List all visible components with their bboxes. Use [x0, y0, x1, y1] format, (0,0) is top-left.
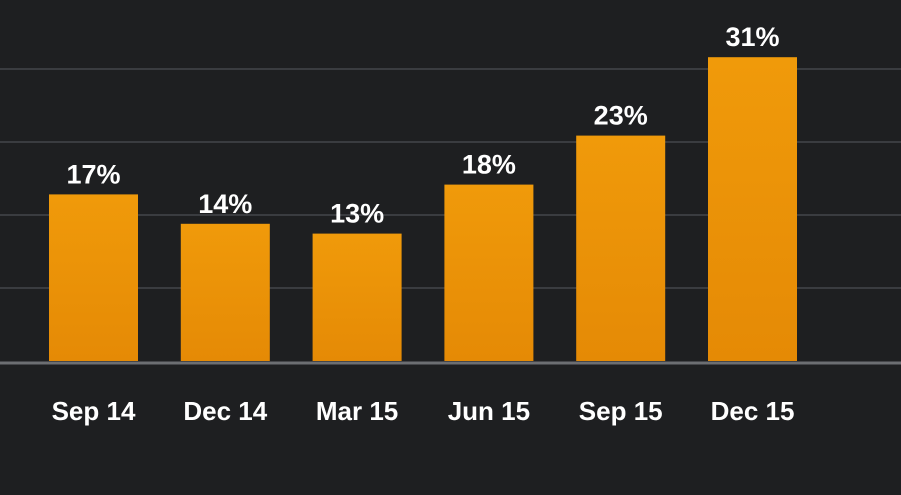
bars — [49, 57, 797, 361]
x-tick-label: Dec 15 — [711, 396, 795, 426]
bar-sep-15 — [576, 135, 666, 361]
value-label: 17% — [66, 159, 120, 189]
bar-sep-14 — [49, 194, 138, 361]
bar-dec-14 — [180, 223, 270, 361]
bar-jun-15 — [444, 184, 534, 361]
x-tick-label: Jun 15 — [448, 396, 530, 426]
x-tick-label: Mar 15 — [316, 396, 398, 426]
value-label: 23% — [594, 101, 648, 131]
value-labels: 17% 14% 13% 18% 23% 31% — [66, 22, 779, 228]
x-tick-label: Dec 14 — [183, 396, 267, 426]
value-label: 18% — [462, 150, 516, 180]
x-axis-tick-labels: Sep 14 Dec 14 Mar 15 Jun 15 Sep 15 Dec 15 — [52, 396, 795, 426]
value-label: 14% — [198, 189, 252, 219]
value-label: 31% — [725, 22, 779, 52]
bar-mar-15 — [312, 233, 402, 361]
bar-dec-15 — [708, 57, 797, 361]
value-label: 13% — [330, 199, 384, 229]
x-tick-label: Sep 15 — [579, 396, 663, 426]
x-tick-label: Sep 14 — [52, 396, 136, 426]
